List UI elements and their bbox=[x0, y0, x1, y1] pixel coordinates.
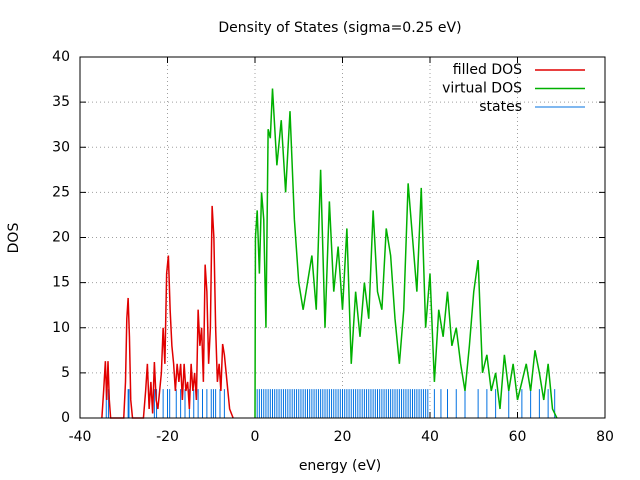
y-tick-label: 40 bbox=[52, 49, 70, 65]
chart-title: Density of States (sigma=0.25 eV) bbox=[218, 20, 461, 36]
legend-label: states bbox=[479, 99, 522, 115]
plot-border bbox=[79, 56, 606, 419]
line bbox=[101, 205, 234, 419]
y-tick-label: 35 bbox=[52, 94, 70, 110]
y-tick-label: 0 bbox=[61, 410, 70, 426]
legend-label: virtual DOS bbox=[442, 81, 522, 97]
x-tick-label: 60 bbox=[509, 429, 527, 445]
y-tick-label: 15 bbox=[52, 275, 70, 291]
y-tick-label: 25 bbox=[52, 184, 70, 200]
y-tick-label: 20 bbox=[52, 230, 70, 246]
x-axis-label: energy (eV) bbox=[299, 458, 381, 474]
line bbox=[254, 88, 558, 419]
x-tick-label: 80 bbox=[596, 429, 614, 445]
y-tick-label: 30 bbox=[52, 139, 70, 155]
y-axis-label: DOS bbox=[6, 223, 22, 254]
legend-label: filled DOS bbox=[453, 62, 522, 78]
x-tick-label: 40 bbox=[421, 429, 439, 445]
x-tick-label: 20 bbox=[334, 429, 352, 445]
x-tick-label: -20 bbox=[156, 429, 179, 445]
y-tick-label: 5 bbox=[61, 365, 70, 381]
x-tick-label: -40 bbox=[69, 429, 92, 445]
x-tick-label: 0 bbox=[251, 429, 260, 445]
y-tick-label: 10 bbox=[52, 320, 70, 336]
